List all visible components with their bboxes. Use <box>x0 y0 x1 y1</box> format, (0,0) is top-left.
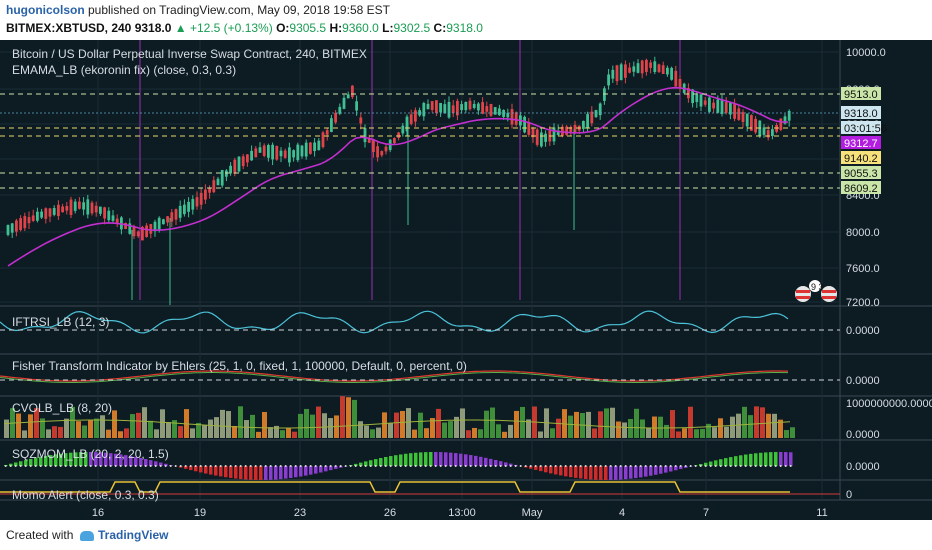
svg-text:9312.7: 9312.7 <box>844 138 878 150</box>
low-value: 9302.5 <box>393 21 431 35</box>
svg-text:9055.3: 9055.3 <box>844 168 878 180</box>
price-axis-label: 8000.0 <box>846 227 880 239</box>
price-tag: 9140.2 <box>841 151 881 165</box>
svg-text:9 3: 9 3 <box>811 282 824 292</box>
x-axis-label: 16 <box>92 507 104 519</box>
event-flag-icon[interactable]: 9 3 <box>795 280 837 302</box>
fisher-axis: 0.0000 <box>846 375 880 387</box>
tradingview-logo-icon <box>80 530 94 541</box>
last-price: 9318.0 <box>134 21 172 35</box>
price-tag: 8609.2 <box>841 181 881 195</box>
x-axis-label: 23 <box>294 507 306 519</box>
symbol-info: BITMEX:XBTUSD, 240 9318.0 ▲ +12.5 (+0.13… <box>6 21 483 35</box>
x-axis-label: May <box>522 507 543 519</box>
up-arrow-icon: ▲ <box>174 21 187 35</box>
close-value: 9318.0 <box>446 21 483 35</box>
author-link[interactable]: hugonicolson <box>6 3 85 17</box>
x-axis-label: 13:00 <box>448 507 476 519</box>
svg-text:9318.0: 9318.0 <box>844 108 878 120</box>
pane-title-sqzmom: SQZMOM_LB (20, 2, 20, 1.5) <box>12 447 169 461</box>
indicator-label: EMAMA_LB (ekoronin fix) (close, 0.3, 0.3… <box>12 63 236 77</box>
chart-title: Bitcoin / US Dollar Perpetual Inverse Sw… <box>12 47 367 61</box>
price-axis-label: 7200.0 <box>846 297 880 309</box>
sqz-axis: 0.0000 <box>846 461 880 473</box>
price-change: +12.5 (+0.13%) <box>189 21 273 35</box>
published-text: published on TradingView.com, May 09, 20… <box>84 3 390 17</box>
x-axis-label: 26 <box>384 507 396 519</box>
svg-text:9513.0: 9513.0 <box>844 89 878 101</box>
svg-text:03:01:56: 03:01:56 <box>844 123 887 135</box>
publish-info: hugonicolson published on TradingView.co… <box>6 2 390 18</box>
price-tag: 9312.7 <box>841 136 881 150</box>
x-axis-label: 7 <box>703 507 709 519</box>
footer: Created with TradingView <box>0 520 932 550</box>
cvolb-axis-top: 1000000000.0000 <box>846 398 932 410</box>
svg-text:9140.2: 9140.2 <box>844 153 878 165</box>
tradingview-brand: TradingView <box>98 528 169 542</box>
momo-axis: 0 <box>846 489 852 501</box>
svg-text:8609.2: 8609.2 <box>844 183 878 195</box>
created-with-text: Created with <box>6 528 74 542</box>
cvolb-axis: 0.0000 <box>846 429 880 441</box>
chart-area[interactable]: Bitcoin / US Dollar Perpetual Inverse Sw… <box>0 40 932 520</box>
pane-title-iftrsi: IFTRSI_LB (12, 3) <box>12 315 109 329</box>
x-axis-label: 11 <box>816 507 827 519</box>
tradingview-link[interactable]: TradingView <box>80 528 168 542</box>
price-tag: 03:01:56 <box>841 121 887 135</box>
open-value: 9305.5 <box>289 21 327 35</box>
pane-title-momo: Momo Alert (close, 0.3, 0.3) <box>12 488 159 502</box>
pane-title-cvolb: CVOLB_LB (8, 20) <box>12 401 112 415</box>
chart-canvas[interactable]: Bitcoin / US Dollar Perpetual Inverse Sw… <box>0 40 932 520</box>
iftrsi-axis: 0.0000 <box>846 325 880 337</box>
price-tag: 9055.3 <box>841 166 881 180</box>
price-tag: 9318.0 <box>841 106 881 120</box>
price-axis-label: 7600.0 <box>846 263 880 275</box>
high-value: 9360.0 <box>342 21 379 35</box>
price-axis-label: 10000.0 <box>846 47 886 59</box>
price-tag: 9513.0 <box>841 87 881 101</box>
x-axis-label: 19 <box>194 507 206 519</box>
x-axis-label: 4 <box>619 507 625 519</box>
symbol: BITMEX:XBTUSD, 240 <box>6 21 132 35</box>
pane-title-fisher: Fisher Transform Indicator by Ehlers (25… <box>12 359 467 373</box>
